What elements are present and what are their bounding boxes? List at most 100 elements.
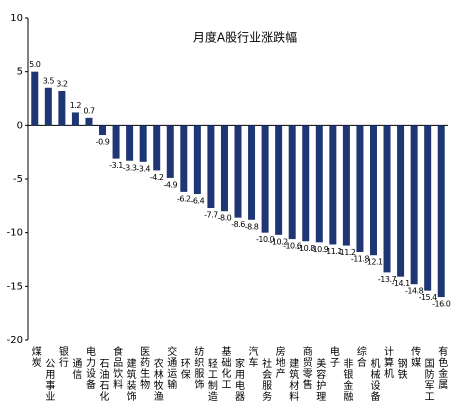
x-tick-label: 机械设备: [368, 357, 380, 402]
value-label: -10.8: [297, 244, 316, 253]
x-tick-label: 环保: [178, 358, 190, 380]
x-tick-label: 综合: [354, 345, 366, 368]
x-tick-label: 农林牧渔: [151, 357, 163, 402]
value-label: -12.1: [364, 258, 383, 267]
bar: [44, 87, 52, 126]
x-tick-label: 商贸零售: [300, 345, 312, 390]
bar: [356, 125, 364, 252]
value-label: -11.1: [324, 247, 343, 256]
x-tick-label: 医药生物: [138, 346, 150, 390]
value-label: -11.2: [337, 248, 356, 257]
bar: [112, 125, 120, 159]
x-tick-label: 社会服务: [260, 357, 272, 402]
bar: [369, 125, 377, 256]
x-tick-label: 食品饮料: [111, 345, 123, 390]
bar: [153, 125, 161, 171]
bar: [85, 117, 93, 126]
value-label: 3.5: [43, 76, 55, 85]
y-tick-label: -20: [7, 335, 23, 346]
value-label: -13.7: [378, 275, 397, 284]
value-label: -8.0: [218, 214, 232, 223]
bar: [315, 125, 323, 243]
bar: [397, 125, 405, 277]
bar: [288, 125, 296, 240]
x-tick-label: 煤炭: [29, 345, 41, 368]
bar: [424, 125, 432, 291]
value-label: -14.1: [391, 279, 410, 288]
x-tick-label: 基础化工: [219, 345, 231, 390]
x-tick-label: 交通运输: [165, 345, 177, 390]
value-label: -8.8: [245, 222, 259, 231]
value-label: -4.9: [163, 180, 177, 189]
bar: [437, 125, 445, 298]
value-label: -3.1: [109, 161, 123, 170]
value-label: -6.2: [177, 194, 191, 203]
x-tick-label: 电子: [327, 345, 339, 368]
chart-title: 月度A股行业涨跌幅: [193, 30, 297, 45]
y-tick-label: -10: [7, 228, 23, 239]
x-tick-label: 有色金属: [436, 345, 448, 390]
value-label: -10.9: [310, 245, 329, 254]
y-tick-label: -5: [13, 174, 23, 185]
value-label: -3.3: [123, 163, 137, 172]
bar: [99, 125, 107, 135]
bar: [383, 125, 391, 273]
value-label: -6.4: [191, 197, 205, 206]
x-tick-label: 非银金融: [341, 358, 353, 402]
bar: [193, 125, 201, 195]
x-tick-label: 电力设备: [83, 345, 95, 390]
bar: [342, 125, 350, 246]
x-tick-label: 银行: [56, 345, 68, 368]
value-label: -8.6: [231, 220, 245, 229]
value-label: -0.9: [96, 137, 110, 146]
x-tick-label: 石油石化: [97, 358, 109, 402]
x-tick-label: 建筑装饰: [124, 357, 136, 402]
x-tick-label: 房地产: [273, 345, 285, 379]
bar: [329, 125, 337, 245]
bar: [71, 112, 79, 126]
bar: [166, 125, 174, 178]
y-tick-label: 10: [10, 13, 23, 24]
y-tick-label: 5: [17, 67, 23, 78]
value-label: -14.8: [405, 287, 424, 296]
bar: [302, 125, 310, 242]
bar: [180, 125, 188, 192]
value-label: -10.6: [283, 242, 302, 251]
bar: [234, 125, 242, 218]
value-label: -11.8: [351, 254, 370, 263]
x-tick-label: 轻工制造: [205, 357, 217, 402]
bar: [261, 125, 269, 233]
bar: [248, 125, 256, 220]
value-label: 5.0: [29, 60, 41, 69]
x-tick-label: 钢铁: [395, 357, 407, 380]
bar: [126, 125, 134, 161]
bar: [410, 125, 418, 285]
value-label: 1.2: [70, 101, 82, 110]
x-tick-label: 国防军工: [422, 358, 434, 402]
x-tick-label: 传媒: [409, 346, 421, 368]
value-label: -16.0: [432, 300, 451, 309]
y-tick-label: -15: [7, 281, 23, 292]
value-label: -10.2: [270, 237, 289, 246]
value-label: -3.4: [136, 164, 150, 173]
bar: [58, 90, 66, 126]
x-tick-label: 计算机: [382, 345, 394, 379]
x-tick-label: 公用事业: [43, 358, 55, 402]
x-tick-label: 纺织服饰: [192, 345, 204, 390]
bar: [31, 71, 39, 126]
value-label: -10.0: [256, 235, 275, 244]
bar: [275, 125, 283, 235]
x-tick-label: 家用电器: [233, 357, 245, 402]
x-tick-label: 通信: [70, 358, 82, 380]
bar: [220, 125, 228, 212]
value-label: -4.2: [150, 173, 164, 182]
value-label: 3.2: [56, 79, 68, 88]
x-tick-label: 建筑材料: [287, 357, 299, 402]
x-tick-label: 汽车: [246, 345, 258, 368]
y-tick-label: 0: [17, 120, 23, 131]
value-label: -15.4: [419, 293, 438, 302]
value-label: -7.7: [204, 210, 218, 219]
bar: [139, 125, 147, 162]
x-tick-label: 美容护理: [314, 357, 326, 402]
